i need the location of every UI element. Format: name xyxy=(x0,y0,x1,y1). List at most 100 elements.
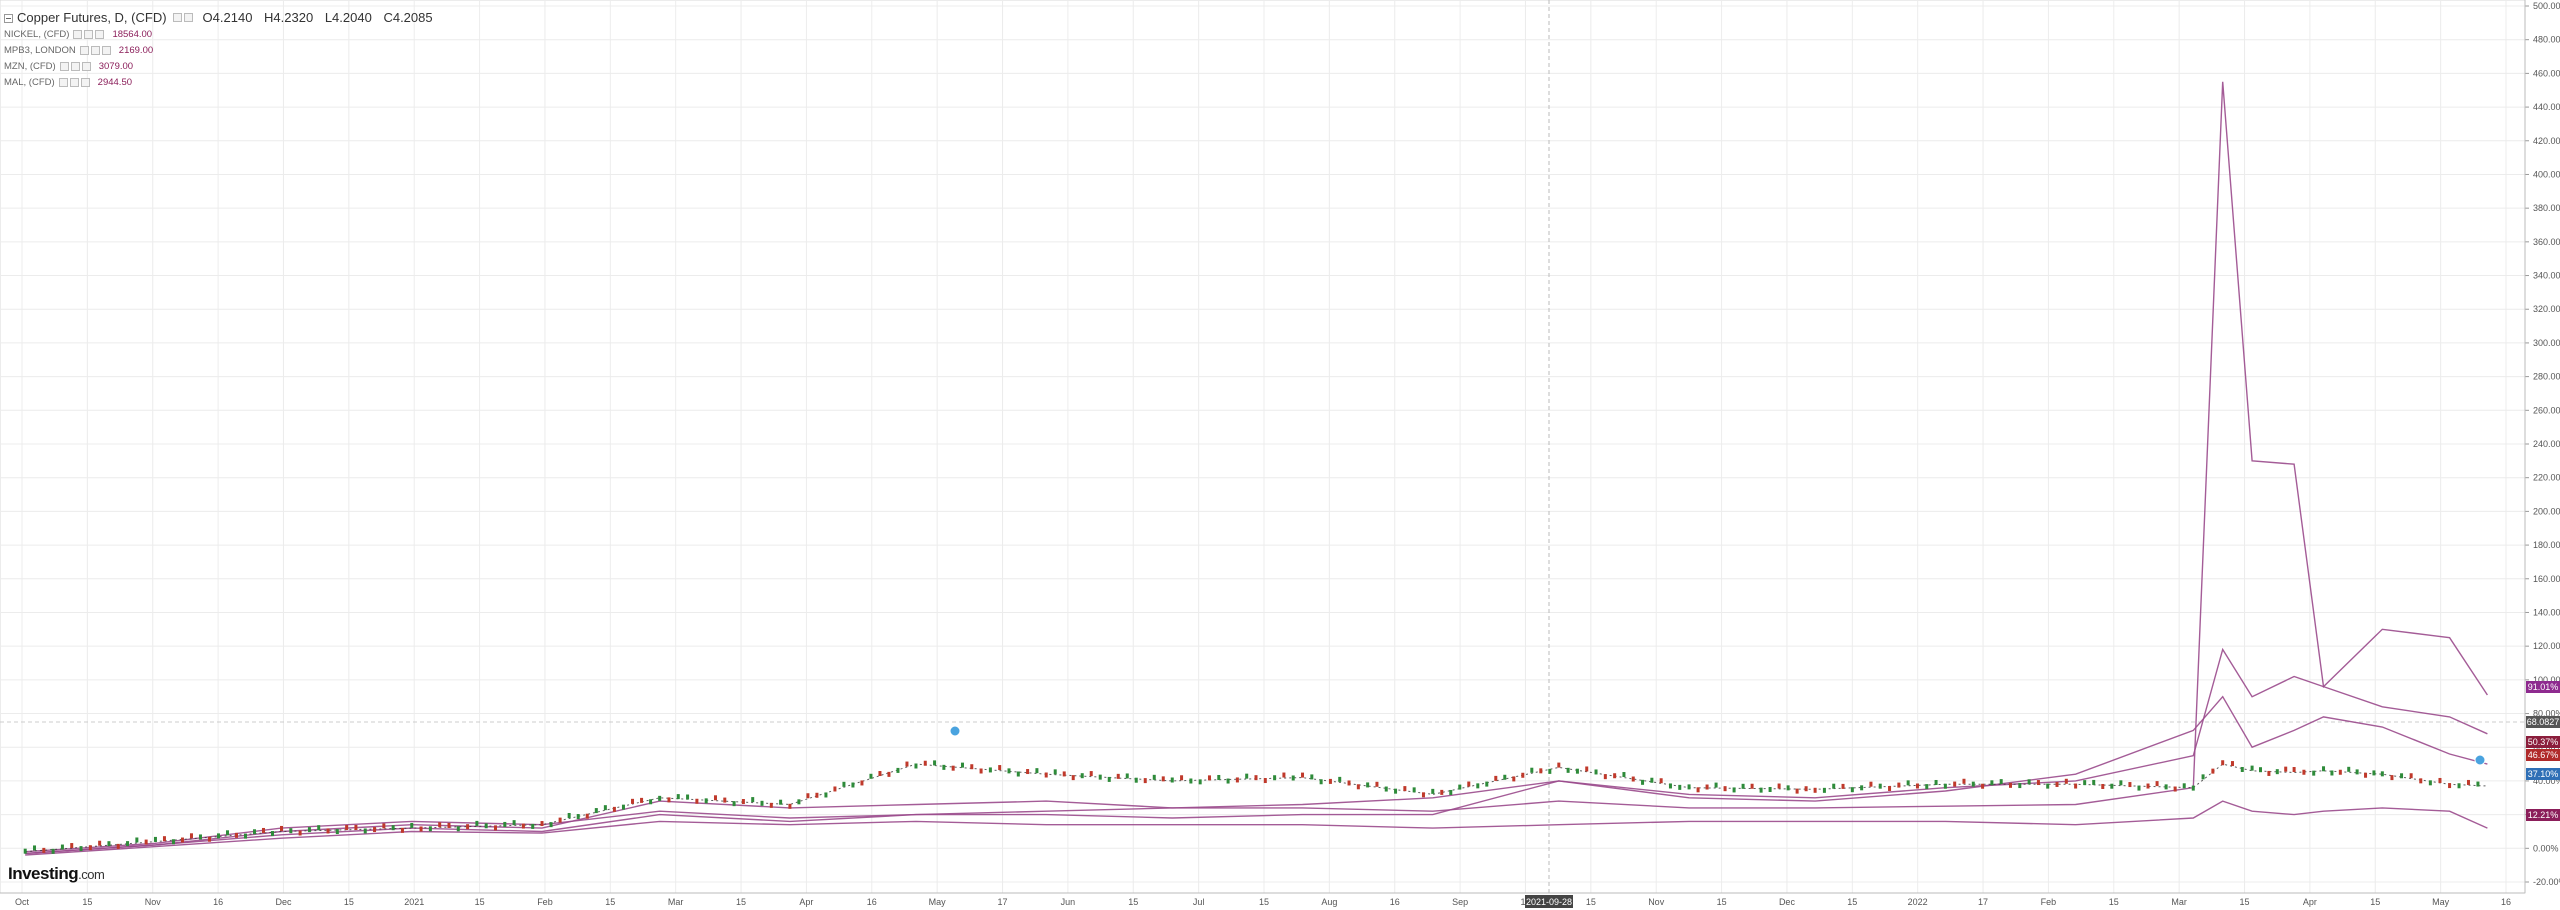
eye-icon[interactable] xyxy=(73,29,83,39)
candle-up xyxy=(1189,778,1193,784)
x-tick-label: 15 xyxy=(605,897,615,907)
candle-up xyxy=(2110,783,2114,789)
candle-down xyxy=(860,780,864,786)
series-line xyxy=(25,81,2488,855)
candle-up xyxy=(271,831,275,837)
candle-down xyxy=(207,836,211,842)
candle-up xyxy=(2428,780,2432,786)
eye-icon[interactable] xyxy=(58,77,68,87)
candle-up xyxy=(594,808,598,814)
y-tick-label: 320.00% xyxy=(2533,304,2560,314)
value-tag-label: 91.01% xyxy=(2528,682,2559,692)
settings-icon[interactable] xyxy=(84,29,94,39)
close-icon[interactable] xyxy=(80,77,90,87)
collapse-icon[interactable] xyxy=(4,13,13,23)
comparison-name: MPB3, LONDON xyxy=(4,44,76,56)
candle-up xyxy=(1832,783,1836,789)
candle-down xyxy=(2036,780,2040,786)
close-icon[interactable] xyxy=(95,29,105,39)
candle-up xyxy=(135,837,139,843)
candle-up xyxy=(243,833,247,839)
candle-up xyxy=(2137,785,2141,791)
candle-down xyxy=(1585,766,1589,772)
candle-up xyxy=(126,841,130,847)
candle-up xyxy=(1566,767,1570,773)
candle-up xyxy=(1678,784,1682,790)
x-tick-label: 16 xyxy=(213,897,223,907)
candle-down xyxy=(1613,773,1617,779)
candle-up xyxy=(751,797,755,803)
settings-icon[interactable] xyxy=(70,61,80,71)
candle-down xyxy=(116,843,120,849)
candle-down xyxy=(466,824,470,830)
candle-down xyxy=(262,827,266,833)
candle-up xyxy=(1458,784,1462,790)
settings-icon[interactable] xyxy=(90,45,100,55)
value-tag xyxy=(2526,681,2560,693)
candle-up xyxy=(779,799,783,805)
candle-up xyxy=(317,825,321,831)
settings-icon[interactable] xyxy=(172,12,182,22)
candle-down xyxy=(493,825,497,831)
close-icon[interactable] xyxy=(101,45,111,55)
y-tick-label: 80.00% xyxy=(2533,709,2560,719)
candle-up xyxy=(1759,787,1763,793)
x-tick-label: Sep xyxy=(1452,897,1468,907)
y-tick-label: 260.00% xyxy=(2533,405,2560,415)
candle-down xyxy=(1512,776,1516,782)
x-tick-label: Feb xyxy=(2041,897,2057,907)
candle-down xyxy=(2338,769,2342,775)
candle-up xyxy=(1170,777,1174,783)
candle-up xyxy=(60,844,64,850)
candle-down xyxy=(1603,774,1607,780)
series-line xyxy=(25,647,2488,855)
candle-up xyxy=(1687,784,1691,790)
candle-down xyxy=(1962,778,1966,784)
settings-icon[interactable] xyxy=(69,77,79,87)
legend-main-row: Copper Futures, D, (CFD) O4.2140 H4.2320… xyxy=(4,8,433,26)
candle-up xyxy=(676,794,680,800)
candle-down xyxy=(2267,770,2271,776)
candle-down xyxy=(2292,767,2296,773)
candle-down xyxy=(1659,778,1663,784)
candle-up xyxy=(1217,774,1221,780)
x-tick-label: 17 xyxy=(1978,897,1988,907)
candle-down xyxy=(1440,789,1444,795)
candle-down xyxy=(521,823,525,829)
candle-down xyxy=(2302,769,2306,775)
candle-down xyxy=(280,825,284,831)
candle-down xyxy=(1347,780,1351,786)
candle-down xyxy=(998,765,1002,771)
candle-up xyxy=(1245,773,1249,779)
candle-down xyxy=(144,839,148,845)
eye-icon[interactable] xyxy=(79,45,89,55)
candle-up xyxy=(410,822,414,828)
candle-up xyxy=(1125,773,1129,779)
candle-down xyxy=(1180,775,1184,781)
y-tick-label: 480.00% xyxy=(2533,35,2560,45)
candle-up xyxy=(1732,787,1736,793)
candle-up xyxy=(760,800,764,806)
brand-logo[interactable]: Investing.com xyxy=(8,864,105,884)
legend-comparison-row: MAL, (CFD) 2944.50 xyxy=(4,74,433,90)
candle-up xyxy=(1822,787,1826,793)
close-value: C4.2085 xyxy=(383,9,433,25)
x-tick-label: Aug xyxy=(1321,897,1337,907)
candle-up xyxy=(2355,769,2359,775)
candle-down xyxy=(788,803,792,809)
candle-down xyxy=(540,821,544,827)
eye-icon[interactable] xyxy=(59,61,69,71)
close-icon[interactable] xyxy=(81,61,91,71)
candle-down xyxy=(1467,781,1471,787)
x-tick-label: 2021 xyxy=(404,897,424,907)
candle-down xyxy=(180,837,184,843)
y-tick-label: 460.00% xyxy=(2533,68,2560,78)
candle-down xyxy=(234,832,238,838)
candle-down xyxy=(1282,772,1286,778)
candle-down xyxy=(2128,782,2132,788)
candle-up xyxy=(1850,787,1854,793)
close-icon[interactable] xyxy=(183,12,193,22)
x-tick-label: May xyxy=(2432,897,2450,907)
value-tag-label: 37.10% xyxy=(2528,769,2559,779)
